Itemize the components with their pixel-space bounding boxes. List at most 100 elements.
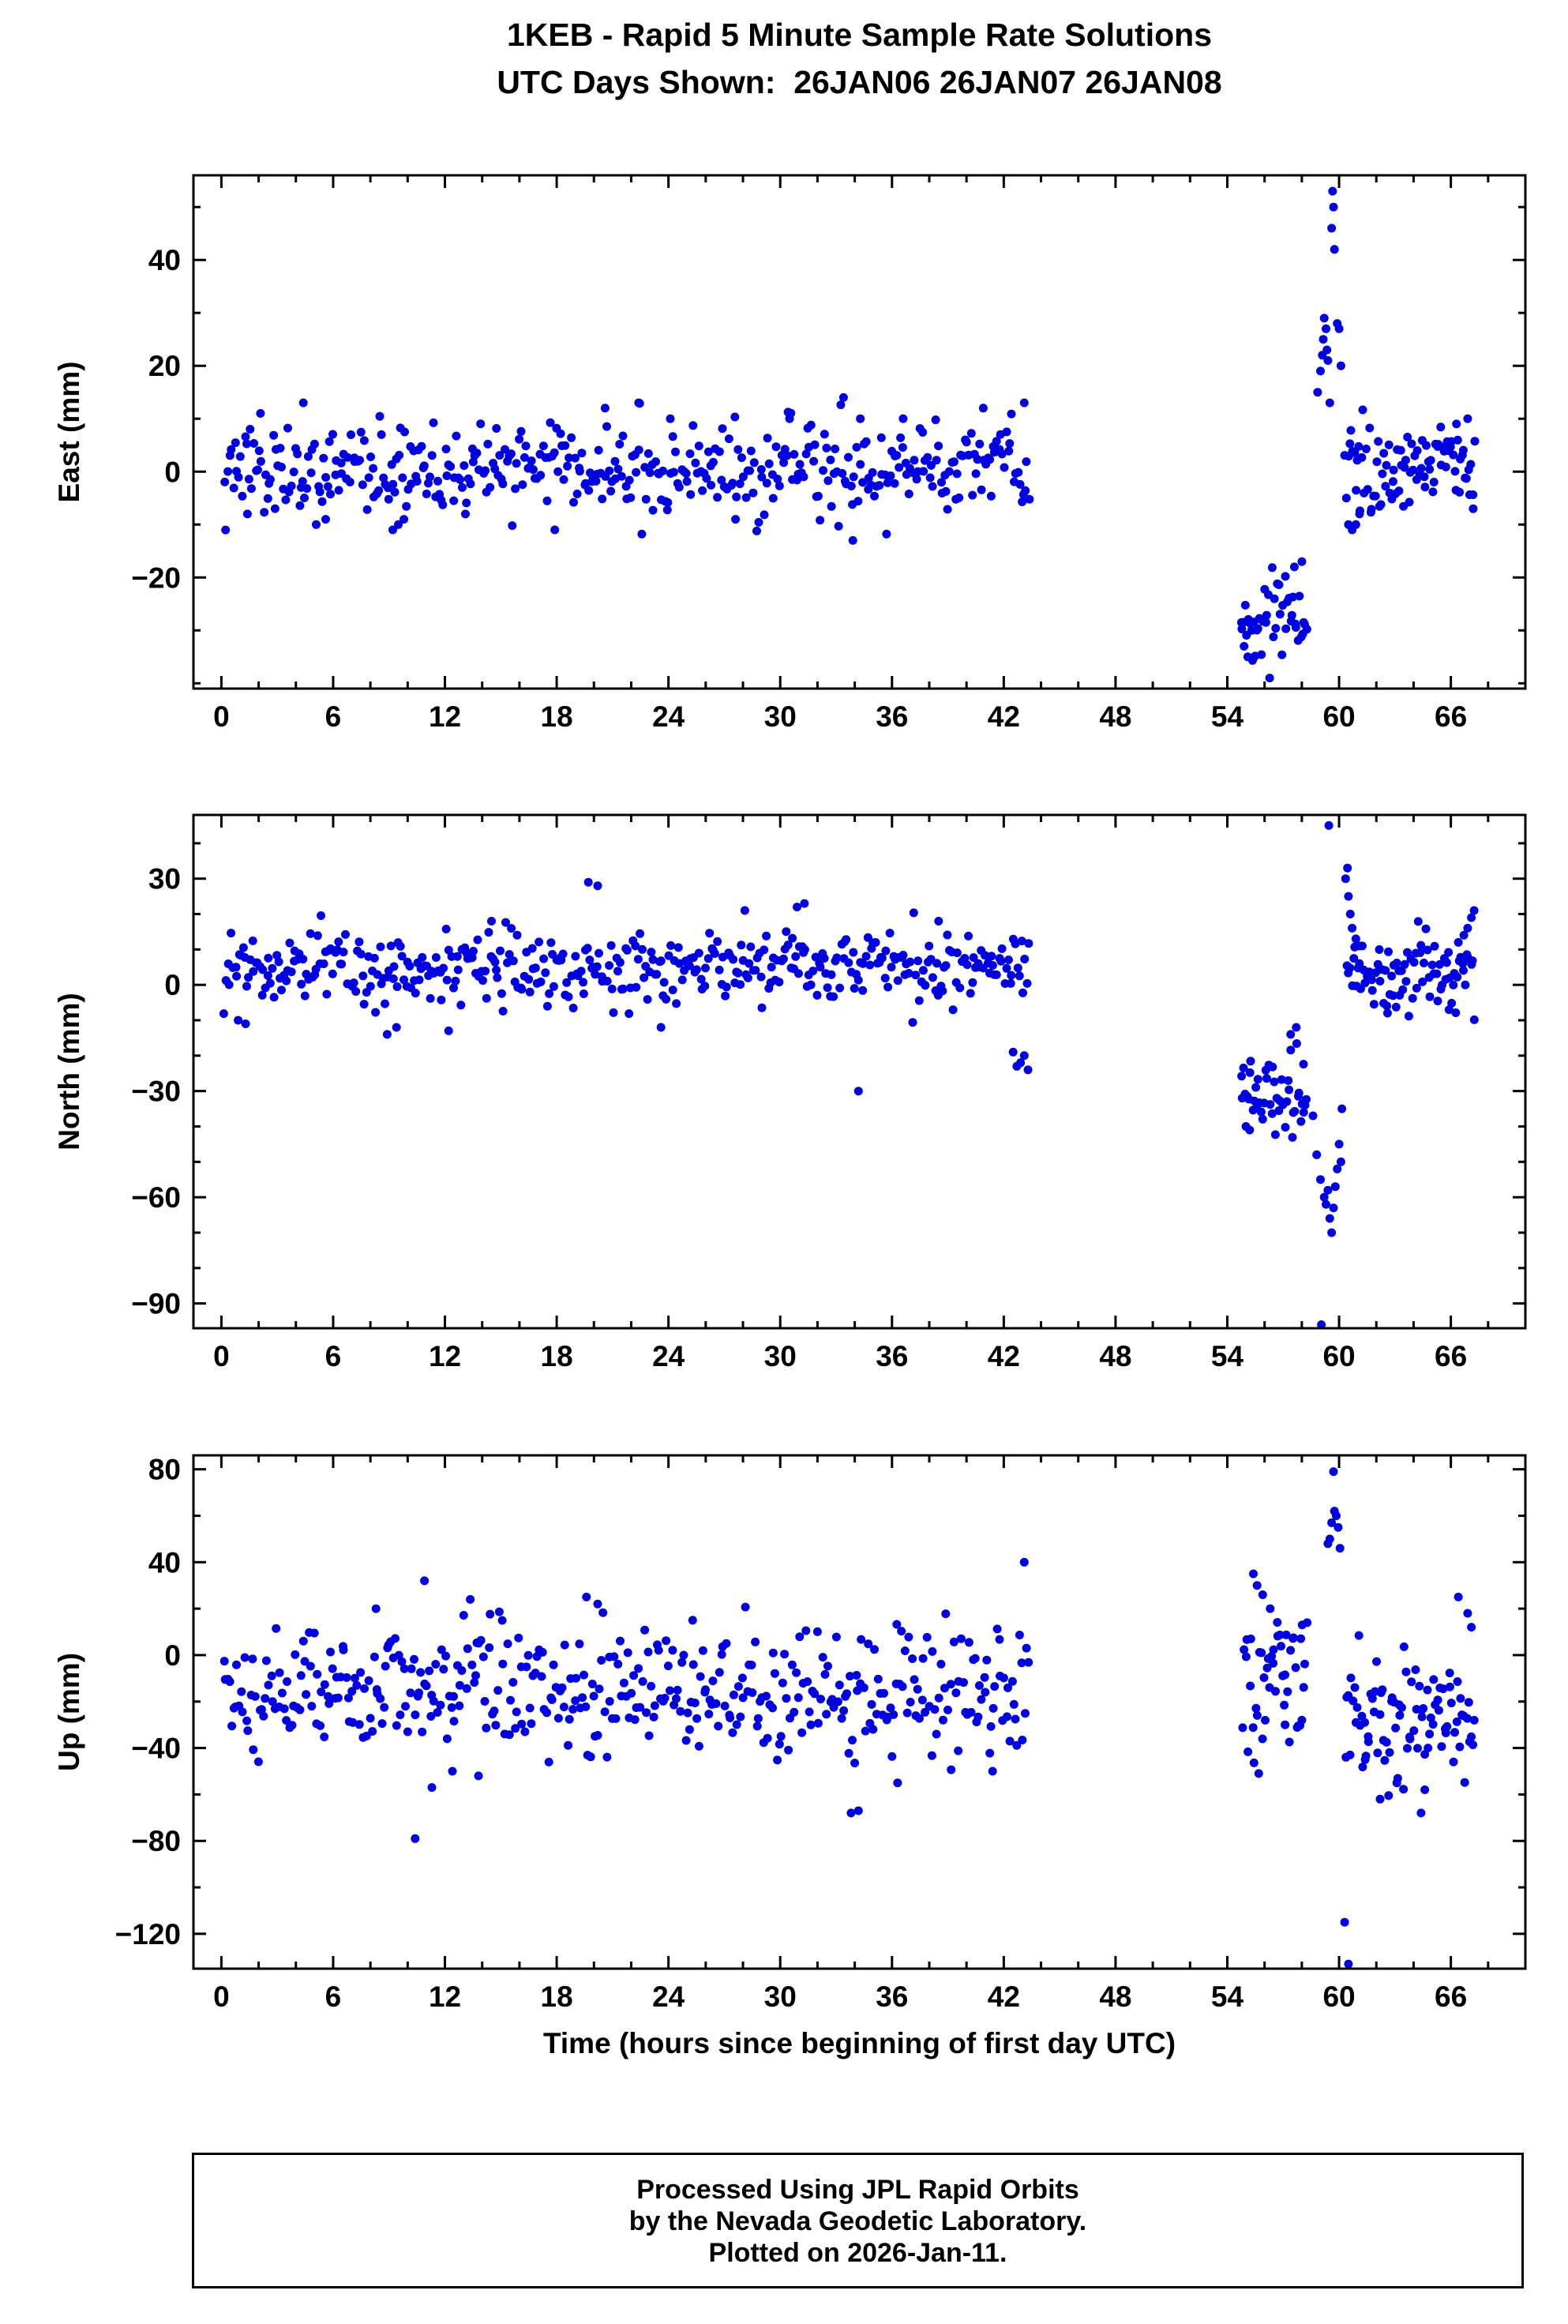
data-point bbox=[1238, 1723, 1247, 1733]
data-point bbox=[600, 1707, 610, 1717]
data-point bbox=[260, 508, 269, 517]
data-point bbox=[282, 976, 291, 986]
data-point bbox=[1277, 1075, 1286, 1084]
data-point bbox=[1445, 1682, 1454, 1691]
data-point bbox=[300, 1657, 309, 1666]
data-point bbox=[1380, 1755, 1390, 1765]
data-point bbox=[498, 1007, 508, 1016]
data-point bbox=[1412, 983, 1421, 993]
data-point bbox=[883, 478, 892, 487]
data-point bbox=[1455, 1742, 1465, 1751]
data-point bbox=[1367, 505, 1376, 514]
data-point bbox=[350, 1673, 359, 1683]
data-point bbox=[988, 1703, 998, 1713]
data-point bbox=[467, 1660, 477, 1669]
data-point bbox=[1444, 948, 1454, 957]
data-point bbox=[237, 1687, 246, 1696]
data-point bbox=[567, 433, 576, 442]
data-point bbox=[968, 490, 977, 500]
data-point bbox=[238, 1707, 247, 1717]
y-tick-label: −80 bbox=[131, 1825, 181, 1857]
data-point bbox=[234, 472, 243, 482]
data-point bbox=[1430, 941, 1439, 951]
data-point bbox=[753, 1714, 763, 1723]
data-point bbox=[681, 469, 691, 479]
data-point bbox=[419, 461, 429, 471]
data-point bbox=[1469, 504, 1478, 513]
data-point bbox=[219, 1009, 228, 1019]
y-tick-label: −40 bbox=[131, 1733, 181, 1765]
data-point bbox=[820, 1669, 830, 1679]
data-point bbox=[227, 445, 236, 454]
x-tick-label: 66 bbox=[1435, 700, 1467, 733]
data-point bbox=[1323, 356, 1333, 365]
data-point bbox=[806, 980, 816, 989]
data-point bbox=[633, 955, 643, 964]
data-point bbox=[1360, 978, 1370, 988]
data-point bbox=[431, 1660, 441, 1669]
data-point bbox=[1355, 509, 1364, 519]
data-point bbox=[1420, 482, 1430, 492]
data-point bbox=[322, 989, 332, 999]
data-point bbox=[1327, 223, 1337, 233]
data-point bbox=[531, 963, 540, 973]
data-point bbox=[1286, 1046, 1296, 1055]
data-point bbox=[1267, 1651, 1277, 1661]
data-point bbox=[1291, 1663, 1300, 1673]
x-tick-label: 42 bbox=[988, 1340, 1020, 1372]
data-point bbox=[317, 497, 327, 506]
data-point bbox=[1329, 1467, 1338, 1477]
data-point bbox=[276, 444, 285, 452]
data-point bbox=[861, 437, 871, 446]
data-point bbox=[1006, 978, 1015, 988]
data-point bbox=[1416, 948, 1425, 957]
data-point bbox=[913, 956, 923, 966]
data-point bbox=[1334, 1139, 1344, 1149]
data-point bbox=[915, 1714, 924, 1723]
data-point bbox=[1358, 1763, 1367, 1772]
data-point bbox=[820, 954, 829, 963]
data-point bbox=[1261, 618, 1270, 627]
data-point bbox=[232, 971, 242, 981]
data-point bbox=[343, 452, 352, 462]
data-point bbox=[643, 449, 653, 458]
x-tick-label: 24 bbox=[652, 1340, 685, 1372]
data-point bbox=[875, 481, 884, 490]
data-point bbox=[241, 1019, 250, 1028]
data-point bbox=[602, 1752, 612, 1762]
data-point bbox=[1294, 1088, 1304, 1098]
data-point bbox=[640, 463, 650, 472]
data-point bbox=[648, 505, 658, 515]
data-point bbox=[782, 451, 792, 460]
data-point bbox=[1245, 1068, 1255, 1077]
data-point bbox=[395, 450, 404, 460]
data-point bbox=[959, 1678, 968, 1688]
data-point bbox=[702, 474, 711, 483]
data-point bbox=[493, 973, 502, 982]
data-point bbox=[732, 1720, 741, 1729]
data-point bbox=[490, 464, 500, 474]
data-point bbox=[671, 447, 680, 456]
data-point bbox=[497, 1616, 507, 1625]
data-point bbox=[694, 948, 703, 958]
data-point bbox=[1261, 1715, 1270, 1725]
data-point bbox=[227, 1721, 237, 1731]
data-point bbox=[1292, 1023, 1301, 1032]
data-point bbox=[587, 1680, 597, 1688]
data-point bbox=[756, 972, 766, 982]
data-point bbox=[452, 431, 461, 441]
data-point bbox=[433, 476, 442, 486]
data-point bbox=[1303, 1618, 1312, 1628]
data-point bbox=[1348, 923, 1357, 933]
data-point bbox=[1460, 1778, 1469, 1787]
data-point bbox=[1363, 485, 1372, 494]
data-point bbox=[1435, 959, 1444, 969]
data-point bbox=[575, 1639, 584, 1649]
data-point bbox=[538, 441, 548, 451]
data-point bbox=[1297, 557, 1307, 566]
data-point bbox=[1329, 202, 1338, 212]
data-point bbox=[474, 1771, 483, 1781]
data-point bbox=[850, 984, 859, 993]
data-point bbox=[844, 452, 853, 462]
y-tick-label: −90 bbox=[131, 1288, 181, 1320]
